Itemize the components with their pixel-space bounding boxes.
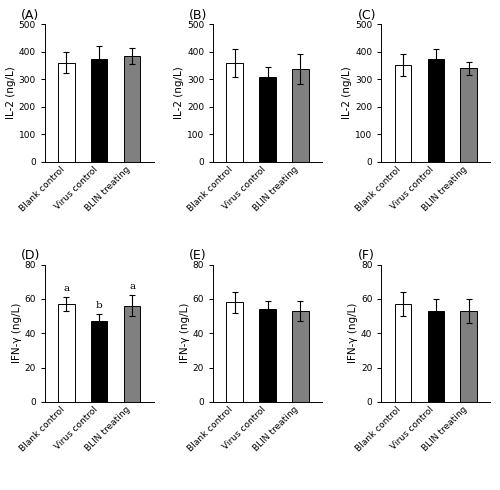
Bar xyxy=(292,311,308,402)
Text: (A): (A) xyxy=(21,9,40,22)
Bar xyxy=(124,56,140,162)
Bar xyxy=(260,76,276,162)
Y-axis label: IL-2 (ng/L): IL-2 (ng/L) xyxy=(174,67,184,120)
Text: b: b xyxy=(96,301,102,310)
Text: a: a xyxy=(129,282,135,292)
Bar xyxy=(428,311,444,402)
Text: (D): (D) xyxy=(21,249,40,262)
Bar xyxy=(58,63,74,162)
Y-axis label: IFN-γ (ng/L): IFN-γ (ng/L) xyxy=(180,303,190,364)
Bar xyxy=(428,59,444,162)
Bar xyxy=(394,65,411,162)
Text: (C): (C) xyxy=(358,9,376,22)
Y-axis label: IFN-γ (ng/L): IFN-γ (ng/L) xyxy=(348,303,358,364)
Bar xyxy=(226,63,243,162)
Text: (E): (E) xyxy=(190,249,207,262)
Text: (B): (B) xyxy=(190,9,208,22)
Bar xyxy=(260,309,276,402)
Text: (F): (F) xyxy=(358,249,374,262)
Bar xyxy=(91,59,108,162)
Y-axis label: IL-2 (ng/L): IL-2 (ng/L) xyxy=(6,67,16,120)
Y-axis label: IFN-γ (ng/L): IFN-γ (ng/L) xyxy=(12,303,22,364)
Text: a: a xyxy=(64,284,70,293)
Bar xyxy=(226,302,243,402)
Bar xyxy=(292,69,308,162)
Bar xyxy=(91,321,108,402)
Y-axis label: IL-2 (ng/L): IL-2 (ng/L) xyxy=(342,67,352,120)
Bar xyxy=(394,304,411,402)
Bar xyxy=(124,306,140,402)
Bar xyxy=(58,304,74,402)
Bar xyxy=(460,311,477,402)
Bar xyxy=(460,69,477,162)
